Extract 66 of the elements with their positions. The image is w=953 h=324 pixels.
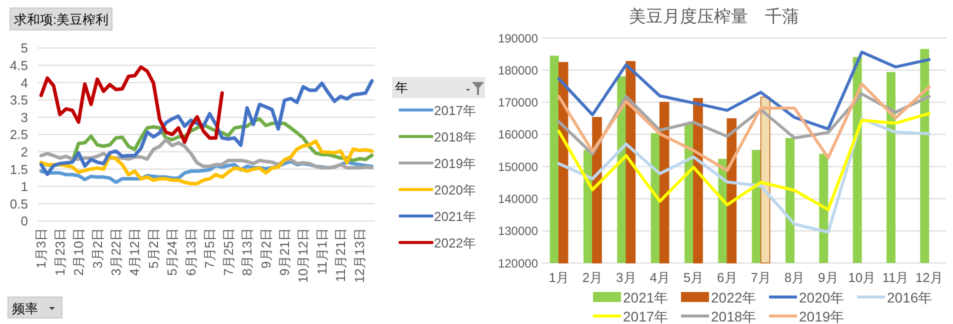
y-tick-label: 4.5: [10, 58, 28, 73]
x-tick-label: 7月5日: [202, 228, 218, 268]
legend-label: 2020年: [434, 182, 476, 198]
legend-label: 2017年: [434, 103, 476, 118]
x-tick-label: 10月12日: [296, 228, 311, 283]
x-tick-label: 1月3日: [34, 228, 49, 268]
y-tick-label: 3.5: [10, 92, 28, 108]
legend-label: 2020年: [799, 290, 844, 306]
y-tick-label: 0: [20, 214, 28, 229]
x-tick-label: 9月2日: [258, 228, 274, 268]
x-tick-label: 8月13日: [240, 228, 255, 276]
x-tick-label: 3月22日: [108, 228, 124, 276]
x-tick-label: 2月: [582, 270, 603, 285]
x-tick-label: 4月12日: [127, 228, 142, 276]
y-tick-label: 160000: [498, 128, 538, 142]
y-tick-label: 3: [20, 110, 28, 125]
x-tick-label: 5月2日: [146, 228, 161, 268]
x-tick-label: 5月24日: [164, 228, 180, 276]
legend-label: 2018年: [711, 308, 756, 324]
y-tick-label: 1: [20, 179, 28, 194]
legend-label: 2021年: [623, 290, 668, 306]
x-tick-label: 12月: [915, 270, 943, 285]
legend-label: 2018年: [434, 130, 476, 144]
x-tick-label: 11月21日: [333, 228, 348, 282]
y-tick-label: 4: [20, 75, 28, 90]
y-tick-label: 0.5: [10, 196, 28, 212]
legend-label: 2022年: [711, 290, 756, 306]
x-tick-label: 9月21日: [277, 228, 292, 276]
legend-label: 2022年: [434, 236, 476, 250]
x-tick-label: 1月: [548, 270, 569, 285]
x-tick-label: 11月1日: [314, 228, 330, 275]
y-tick-label: 1.5: [10, 162, 28, 177]
legend-label: 2019年: [799, 308, 844, 324]
x-tick-label: 3月: [616, 270, 636, 285]
y-tick-label: 140000: [498, 192, 538, 206]
legend-title: 年: [395, 80, 408, 95]
x-tick-label: 6月: [717, 270, 738, 285]
legend-label: 2016年: [887, 290, 932, 306]
y-tick-label: 150000: [498, 160, 538, 174]
y-tick-label: 2: [20, 144, 28, 160]
y-tick-label: 2.5: [10, 127, 28, 142]
x-tick-label: 10月: [848, 270, 876, 285]
legend-label: 2019年: [434, 156, 476, 171]
y-tick-label: 5: [20, 40, 28, 56]
y-tick-label: 180000: [498, 63, 538, 78]
x-tick-label: 5月: [683, 270, 704, 285]
y-tick-label: 190000: [498, 31, 538, 46]
x-tick-label: 2月10日: [71, 228, 86, 276]
x-tick-label: 1月23日: [52, 228, 68, 276]
y-tick-label: 130000: [498, 224, 538, 238]
x-tick-label: 8月: [784, 270, 805, 285]
y-tick-label: 120000: [498, 256, 538, 270]
x-tick-label: 12月13日: [352, 228, 367, 283]
x-axis-title: 频率: [12, 301, 38, 316]
y-tick-label: 170000: [498, 96, 538, 110]
x-tick-label: 9月: [818, 270, 838, 285]
x-tick-label: 7月25日: [220, 228, 236, 276]
x-tick-label: 11月: [882, 270, 909, 285]
chart-title: 求和项:美豆榨利: [14, 12, 109, 27]
chart-title: 美豆月度压榨量 千蒲: [629, 7, 799, 26]
legend-label: 2017年: [623, 308, 668, 324]
x-tick-label: 7月: [750, 270, 771, 285]
x-tick-label: 3月2日: [90, 228, 105, 268]
legend-label: 2021年: [434, 209, 476, 224]
x-tick-label: 4月: [650, 270, 670, 285]
x-tick-label: 6月13日: [183, 228, 198, 276]
